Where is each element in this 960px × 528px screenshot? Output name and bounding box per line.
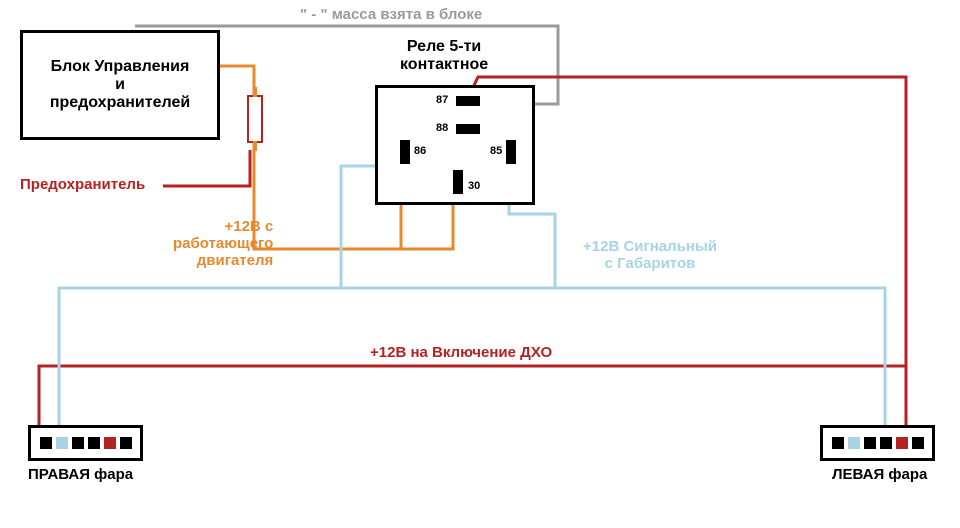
relay-pin-87-label: 87 bbox=[436, 94, 448, 106]
connector-pin bbox=[832, 437, 844, 449]
right-headlight-label: ПРАВАЯ фара bbox=[28, 466, 133, 483]
left-headlight-label: ЛЕВАЯ фара bbox=[832, 466, 927, 483]
connector-pin bbox=[880, 437, 892, 449]
relay-pin-87 bbox=[456, 96, 480, 106]
relay-pin-88-label: 88 bbox=[436, 122, 448, 134]
connector-pin bbox=[896, 437, 908, 449]
relay-box: 87 88 86 85 30 bbox=[375, 85, 535, 205]
relay-pin-86-label: 86 bbox=[414, 145, 426, 157]
relay-pin-85 bbox=[506, 140, 516, 164]
connector-pin bbox=[88, 437, 100, 449]
connector-pin bbox=[40, 437, 52, 449]
mass-label: " - " масса взята в блоке bbox=[300, 6, 482, 23]
right-headlight-connector bbox=[28, 425, 143, 461]
connector-pin bbox=[120, 437, 132, 449]
connector-pin bbox=[104, 437, 116, 449]
plus12-signal-label: +12В Сигнальный с Габаритов bbox=[583, 238, 717, 272]
fuse-label: Предохранитель bbox=[20, 176, 145, 193]
relay-pin-88 bbox=[456, 124, 480, 134]
plus12-engine-label: +12В с работающего двигателя bbox=[173, 218, 273, 269]
relay-pin-30 bbox=[453, 170, 463, 194]
connector-pin bbox=[848, 437, 860, 449]
relay-pin-86 bbox=[400, 140, 410, 164]
fuse bbox=[247, 95, 263, 143]
plus12-dho-label: +12В на Включение ДХО bbox=[370, 344, 552, 361]
control-block-label: Блок Управления и предохранителей bbox=[50, 58, 190, 112]
connector-pin bbox=[72, 437, 84, 449]
relay-pin-30-label: 30 bbox=[468, 180, 480, 192]
relay-title: Реле 5-ти контактное bbox=[400, 38, 488, 74]
relay-pin-85-label: 85 bbox=[490, 145, 502, 157]
connector-pin bbox=[864, 437, 876, 449]
left-headlight-connector bbox=[820, 425, 935, 461]
connector-pin bbox=[56, 437, 68, 449]
connector-pin bbox=[912, 437, 924, 449]
control-block: Блок Управления и предохранителей bbox=[20, 30, 220, 140]
